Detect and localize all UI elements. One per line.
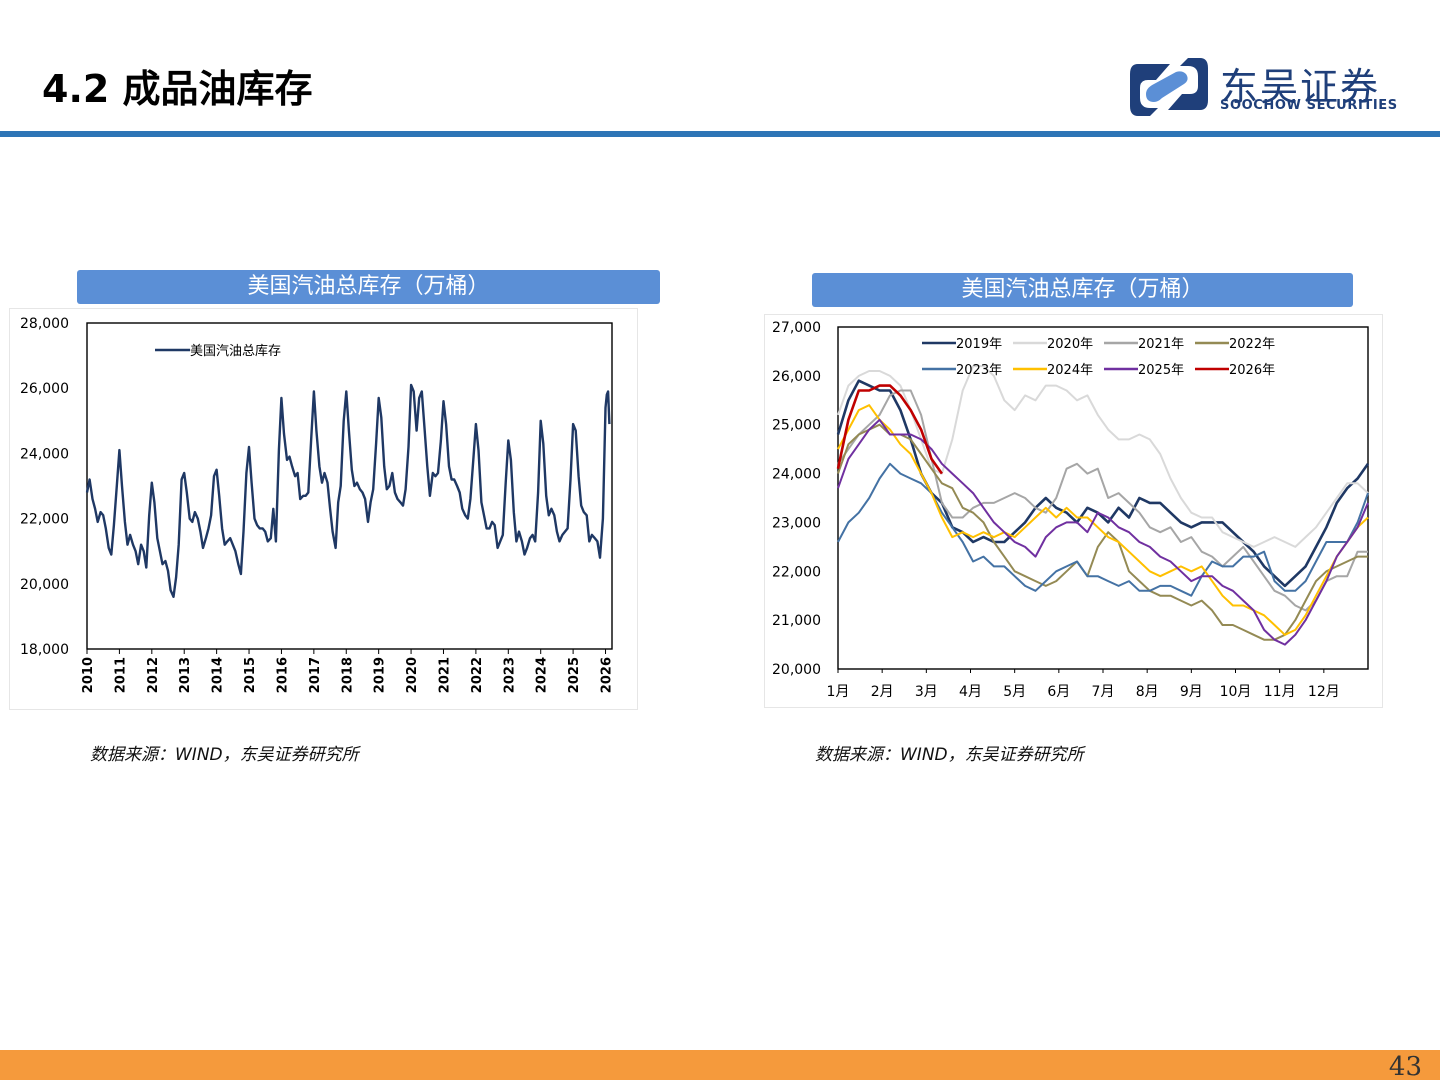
x-tick-label: 2011 (113, 657, 128, 693)
x-tick-label: 4月 (959, 684, 982, 700)
logo-subtitle: SOOCHOW SECURITIES (1220, 98, 1398, 113)
page-title: 4.2 成品油库存 (42, 67, 313, 111)
legend-label: 2024年 (1047, 363, 1093, 378)
x-tick-label: 5月 (1003, 684, 1026, 700)
x-tick-label: 2010 (81, 657, 96, 693)
chart-1-svg: 18,000 20,000 22,000 24,000 26,000 28,000 2010… (20, 316, 615, 693)
y-tick-label: 20,000 (772, 662, 821, 678)
x-tick-label: 2月 (871, 684, 894, 700)
chart-2-source: 数据来源：WIND，东吴证券研究所 (815, 745, 1084, 765)
x-tick-label: 2019 (373, 657, 388, 693)
y-tick-label: 26,000 (772, 369, 821, 385)
y-tick-label: 23,000 (772, 515, 821, 531)
chart-2-svg: 20,000 21,000 22,000 23,000 24,000 25,000 26,0… (772, 320, 1370, 700)
plot-area (837, 326, 1369, 670)
page-number: 43 (1388, 1052, 1422, 1082)
series-line-gasoline-inventory (85, 383, 611, 598)
series-line-2024 (837, 404, 1369, 636)
legend-label: 2025年 (1138, 363, 1184, 378)
x-tick-label: 2023 (502, 657, 517, 693)
series-line-2023 (837, 462, 1369, 597)
footer-bar (0, 1050, 1440, 1080)
x-tick-label: 10月 (1220, 684, 1252, 700)
chart-1-title: 美国汽油总库存（万桶） (77, 270, 660, 304)
x-tick-label: 2021 (437, 657, 452, 693)
x-tick-label: 2020 (405, 657, 420, 693)
chart-2-frame: 20,000 21,000 22,000 23,000 24,000 25,000 26,0… (764, 314, 1383, 708)
chart-1-source: 数据来源：WIND，东吴证券研究所 (90, 745, 359, 765)
x-tick-label: 2017 (308, 657, 323, 693)
series-line-2020 (837, 365, 1369, 548)
x-tick-label: 2013 (178, 657, 193, 693)
x-tick-label: 8月 (1136, 684, 1159, 700)
y-tick-label: 24,000 (772, 467, 821, 483)
y-tick-label: 20,000 (20, 577, 69, 593)
x-tick-label: 2015 (243, 657, 258, 693)
series-line-2026 (836, 384, 943, 475)
y-tick-label: 22,000 (20, 512, 69, 528)
x-tick-label: 2012 (146, 657, 161, 693)
x-tick-label: 11月 (1264, 684, 1296, 700)
y-tick-label: 18,000 (20, 642, 69, 658)
series-line-2022 (837, 423, 1368, 641)
y-tick-label: 25,000 (772, 418, 821, 434)
legend-label: 2020年 (1047, 337, 1093, 352)
x-tick-label: 2016 (275, 657, 290, 693)
x-tick-label: 2018 (340, 657, 355, 693)
legend-label: 2026年 (1229, 363, 1275, 378)
legend-label: 2021年 (1138, 337, 1184, 352)
x-tick-label: 1月 (827, 684, 850, 700)
x-tick-label: 2025 (567, 657, 582, 693)
y-tick-label: 26,000 (20, 381, 69, 397)
x-tick-label: 2022 (470, 657, 485, 693)
y-tick-label: 28,000 (20, 316, 69, 332)
y-tick-label: 21,000 (772, 613, 821, 629)
y-tick-label: 22,000 (772, 564, 821, 580)
x-tick-label: 3月 (915, 684, 938, 700)
x-tick-label: 7月 (1092, 684, 1115, 700)
x-tick-label: 2014 (211, 657, 226, 693)
logo-name: 东吴证券 (1220, 65, 1381, 109)
x-tick-label: 2024 (535, 657, 550, 693)
legend-label: 2019年 (956, 337, 1002, 352)
chart-2-title: 美国汽油总库存（万桶） (812, 273, 1353, 307)
header-divider (0, 131, 1440, 137)
x-tick-label: 9月 (1180, 684, 1203, 700)
legend-label: 2022年 (1229, 337, 1275, 352)
x-tick-label: 12月 (1308, 684, 1340, 700)
legend-label: 2023年 (956, 363, 1002, 378)
company-logo: 东吴证券 SOOCHOW SECURITIES (1130, 54, 1420, 118)
series-line-2021 (837, 389, 1368, 612)
y-tick-label: 24,000 (20, 446, 69, 462)
plot-area (86, 322, 613, 650)
x-tick-label: 6月 (1047, 684, 1070, 700)
y-tick-label: 27,000 (772, 320, 821, 336)
chart-1-frame: 18,000 20,000 22,000 24,000 26,000 28,000 2010… (9, 308, 638, 710)
logo-mark-icon (1130, 58, 1208, 116)
legend-label: 美国汽油总库存 (190, 343, 281, 359)
x-tick-label: 2026 (600, 657, 615, 693)
